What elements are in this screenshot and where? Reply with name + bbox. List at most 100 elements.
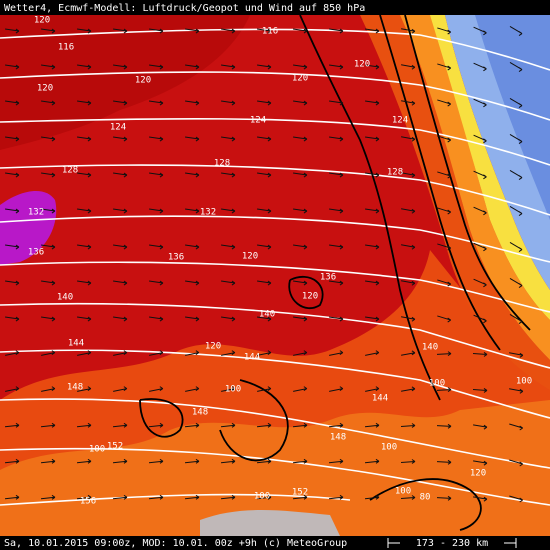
contour — [288, 275, 324, 310]
dark-red-area — [0, 15, 250, 150]
wind-arrow — [77, 244, 92, 250]
wind-arrow — [221, 28, 236, 34]
wind-arrow — [77, 100, 92, 106]
contour-label: 128 — [214, 159, 230, 169]
wind-arrow — [149, 208, 164, 214]
contour-label: 100 — [429, 379, 445, 389]
cold-core — [475, 15, 550, 220]
wind-arrow — [401, 280, 416, 286]
wind-arrow — [473, 26, 487, 36]
contour-label: 132 — [28, 208, 44, 218]
temperature-contours — [139, 14, 531, 531]
wind-arrow — [293, 208, 308, 214]
alps-area — [200, 510, 340, 536]
wind-arrow — [77, 316, 92, 322]
wind-arrow — [364, 458, 380, 464]
wind-arrow — [77, 208, 92, 214]
isobar — [0, 28, 550, 71]
wind-arrow — [509, 459, 523, 467]
wind-arrow — [509, 97, 523, 108]
wind-arrow — [401, 244, 416, 250]
wind-arrow — [5, 244, 20, 250]
wind-arrow — [509, 313, 523, 324]
wind-arrow — [113, 64, 128, 70]
contour-label: 140 — [259, 310, 275, 320]
wind-arrow — [509, 423, 523, 431]
wind-arrow — [5, 64, 20, 70]
wind-arrow — [40, 458, 56, 464]
wind-arrow — [292, 422, 308, 428]
wind-arrow — [113, 280, 128, 286]
wind-arrow — [185, 244, 200, 250]
wind-arrow — [77, 172, 92, 178]
contour-label: 132 — [200, 208, 216, 218]
contour-label: 148 — [192, 408, 208, 418]
wind-arrow — [401, 64, 416, 70]
contour-label: 100 — [395, 487, 411, 497]
wind-arrow — [437, 315, 451, 323]
wind-arrow — [437, 135, 451, 143]
wind-arrow — [113, 386, 128, 392]
wind-arrow — [365, 208, 380, 214]
contour-labels: 120 116 116 120 120 120 120 124 124 124 128 128 128 1… — [28, 16, 532, 507]
wind-arrow — [257, 316, 272, 322]
wind-arrow — [40, 422, 56, 428]
wind-arrow — [292, 494, 308, 500]
wind-arrow — [364, 494, 380, 500]
wind-arrow — [293, 136, 308, 142]
wind-arrow — [185, 350, 200, 356]
wind-arrow — [293, 386, 308, 392]
wind-arrow — [257, 172, 272, 178]
wind-arrow — [473, 424, 488, 430]
contour-label: 120 — [292, 74, 308, 84]
wind-arrow — [401, 208, 416, 214]
wind-arrow — [221, 386, 236, 392]
wind-arrow — [365, 316, 380, 322]
wind-arrow — [41, 386, 56, 392]
wind-arrow — [5, 28, 20, 34]
contour-label: 80 — [420, 493, 431, 503]
wind-arrow — [4, 494, 20, 500]
wind-arrow — [401, 172, 416, 178]
contour-label: 144 — [244, 353, 260, 363]
wind-arrow — [5, 350, 20, 356]
contour-label: 128 — [387, 168, 403, 178]
wind-arrow — [365, 386, 380, 392]
header-title: Wetter4, Ecmwf-Modell: Luftdruck/Geopot … — [4, 3, 365, 14]
wind-arrow — [401, 350, 416, 356]
wind-arrow — [113, 350, 128, 356]
wind-arrow — [293, 100, 308, 106]
wind-arrow — [221, 244, 236, 250]
wind-arrow — [329, 350, 344, 356]
wind-arrow — [293, 172, 308, 178]
wind-arrow — [41, 64, 56, 70]
isobar — [0, 71, 550, 121]
wind-arrow — [221, 100, 236, 106]
wind-arrow — [329, 244, 344, 250]
wind-arrow — [112, 422, 128, 428]
wind-arrow — [4, 422, 20, 428]
wind-arrow — [77, 28, 92, 34]
wind-arrow — [436, 387, 452, 393]
wind-arrow — [400, 459, 416, 464]
wind-arrow — [293, 64, 308, 70]
contour-label: 124 — [110, 123, 126, 133]
wind-arrow — [509, 61, 523, 72]
east-light-band — [400, 15, 550, 360]
contour-label: 152 — [107, 442, 123, 452]
wind-arrow — [149, 28, 164, 34]
contour-label: 140 — [57, 293, 73, 303]
isobar — [0, 164, 550, 216]
wind-arrow — [329, 316, 344, 322]
wind-arrow — [148, 458, 164, 464]
wind-arrow — [365, 244, 380, 250]
contour-label: 148 — [67, 383, 83, 393]
wind-arrow — [113, 316, 128, 322]
wind-arrow — [473, 134, 487, 144]
wind-arrow — [184, 458, 200, 464]
contour-label: 152 — [292, 488, 308, 498]
isobar — [0, 493, 351, 506]
wind-arrow — [401, 100, 416, 106]
wind-arrow — [437, 99, 451, 107]
contour-label: 100 — [89, 445, 105, 455]
